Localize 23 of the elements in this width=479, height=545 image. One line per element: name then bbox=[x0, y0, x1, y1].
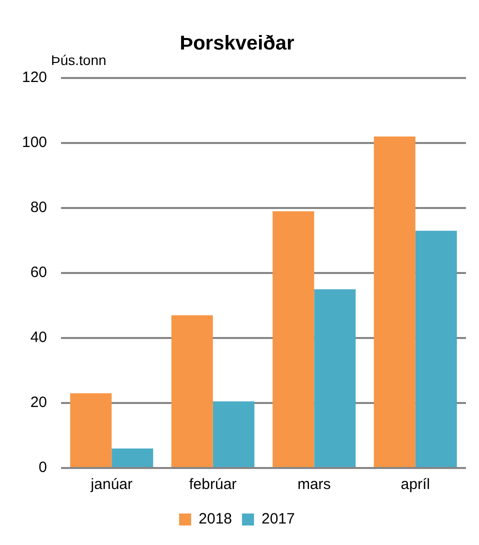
x-tick-label: mars bbox=[297, 476, 331, 494]
bar bbox=[314, 289, 356, 467]
x-tick-label: febrúar bbox=[189, 476, 237, 494]
bar bbox=[171, 315, 213, 467]
bar bbox=[212, 401, 254, 467]
y-tick-label: 60 bbox=[30, 264, 48, 282]
bar bbox=[374, 136, 416, 467]
y-tick-label: 100 bbox=[22, 134, 48, 152]
x-tick-label: janúar bbox=[90, 476, 132, 494]
y-tick-label: 120 bbox=[22, 69, 48, 86]
bar bbox=[272, 211, 314, 467]
y-tick-label: 0 bbox=[38, 459, 48, 476]
y-axis-title: Þús.tonn bbox=[51, 52, 106, 68]
legend-label: 2017 bbox=[262, 510, 295, 528]
bar bbox=[415, 230, 457, 467]
legend-label: 2018 bbox=[198, 510, 232, 528]
y-tick-label: 20 bbox=[30, 394, 48, 412]
y-tick-label: 40 bbox=[30, 329, 48, 346]
y-tick-label: 80 bbox=[30, 199, 48, 216]
chart-title: Þorskveiðar bbox=[180, 32, 294, 55]
bar bbox=[112, 448, 154, 467]
x-tick-label: apríl bbox=[400, 476, 430, 494]
bar bbox=[70, 393, 112, 467]
